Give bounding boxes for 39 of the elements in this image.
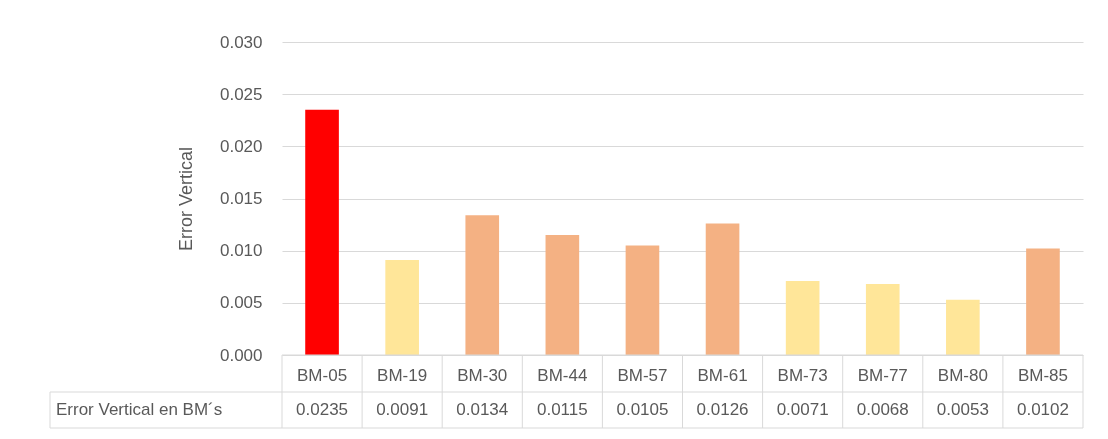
- bar: [865, 284, 900, 355]
- bar: [625, 245, 660, 355]
- x-tick-label: BM-05: [297, 365, 348, 385]
- bar: [705, 223, 740, 355]
- x-tick-label: BM-73: [777, 365, 828, 385]
- x-tick-label: BM-80: [937, 365, 988, 385]
- x-tick-label: BM-61: [697, 365, 748, 385]
- data-label: 0.0134: [456, 400, 509, 419]
- data-label: 0.0235: [296, 400, 349, 419]
- y-tick-label: 0.005: [219, 293, 263, 313]
- y-tick-label: 0.030: [219, 32, 263, 52]
- data-label: 0.0068: [856, 400, 909, 419]
- y-tick-label: 0.010: [219, 241, 263, 261]
- bar: [946, 299, 980, 355]
- y-tick-label: 0.000: [219, 345, 263, 365]
- data-label: 0.0126: [696, 400, 749, 419]
- y-tick-label: 0.020: [219, 136, 263, 156]
- y-tick-label: 0.015: [219, 189, 263, 208]
- data-label: 0.0115: [536, 400, 588, 419]
- bar: [465, 215, 500, 355]
- bar: [385, 260, 419, 355]
- data-label: 0.0053: [936, 400, 989, 419]
- x-tick-label: BM-57: [617, 365, 668, 385]
- data-label: 0.0091: [376, 400, 429, 419]
- y-axis-title: Error Vertical: [175, 146, 196, 252]
- bar: [305, 109, 339, 355]
- x-tick-label: BM-77: [857, 365, 908, 385]
- bar: [1026, 248, 1060, 355]
- data-label: 0.0102: [1016, 400, 1069, 419]
- y-tick-label: 0.025: [219, 84, 263, 104]
- x-tick-label: BM-30: [457, 365, 508, 385]
- data-label: 0.0071: [776, 400, 829, 419]
- x-tick-label: BM-85: [1017, 365, 1068, 385]
- bar: [785, 280, 820, 355]
- bar: [545, 235, 580, 355]
- x-tick-label: BM-19: [377, 365, 428, 385]
- data-label: 0.0105: [616, 400, 669, 419]
- text: Error Vertical en BM´s: [56, 400, 223, 419]
- x-tick-label: BM-44: [537, 365, 588, 385]
